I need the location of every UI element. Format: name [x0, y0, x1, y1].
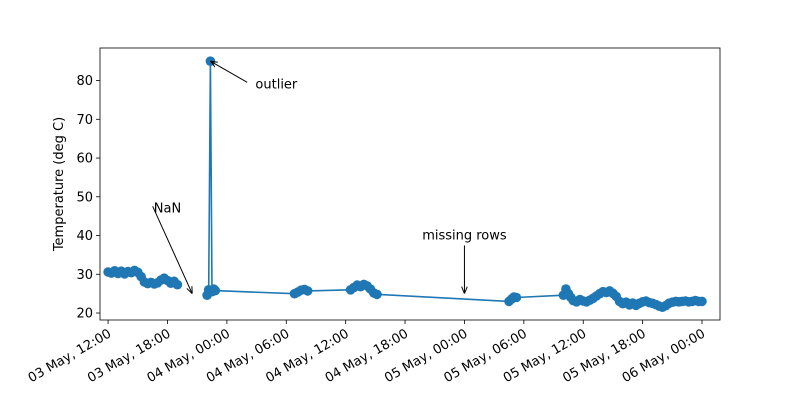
y-tick-label: 50 — [76, 190, 93, 205]
data-point — [372, 289, 382, 300]
y-tick-label: 80 — [76, 74, 93, 89]
annotation-arrow — [152, 206, 193, 293]
annotation-layer: outlier NaN missing rows — [152, 61, 507, 293]
data-point — [302, 286, 313, 296]
y-tick-label: 20 — [76, 307, 93, 322]
y-tick-label: 60 — [76, 152, 93, 167]
annotation-label: missing rows — [422, 228, 507, 243]
y-tick-label: 70 — [76, 113, 93, 128]
annotation-arrow — [210, 61, 248, 83]
series-layer — [103, 56, 707, 313]
annotation-label: NaN — [154, 201, 181, 216]
annotation-label: outlier — [255, 77, 298, 92]
data-point — [210, 285, 221, 296]
y-tick-label: 40 — [76, 229, 93, 244]
data-point — [697, 296, 707, 307]
data-point — [511, 292, 522, 303]
plot-frame — [99, 47, 721, 321]
series-line — [206, 61, 702, 309]
y-axis: 20 30 40 50 60 70 80 — [76, 74, 100, 322]
y-axis-label: Temperature (deg C) — [52, 117, 67, 252]
data-point — [172, 279, 183, 290]
y-tick-label: 30 — [76, 268, 93, 283]
